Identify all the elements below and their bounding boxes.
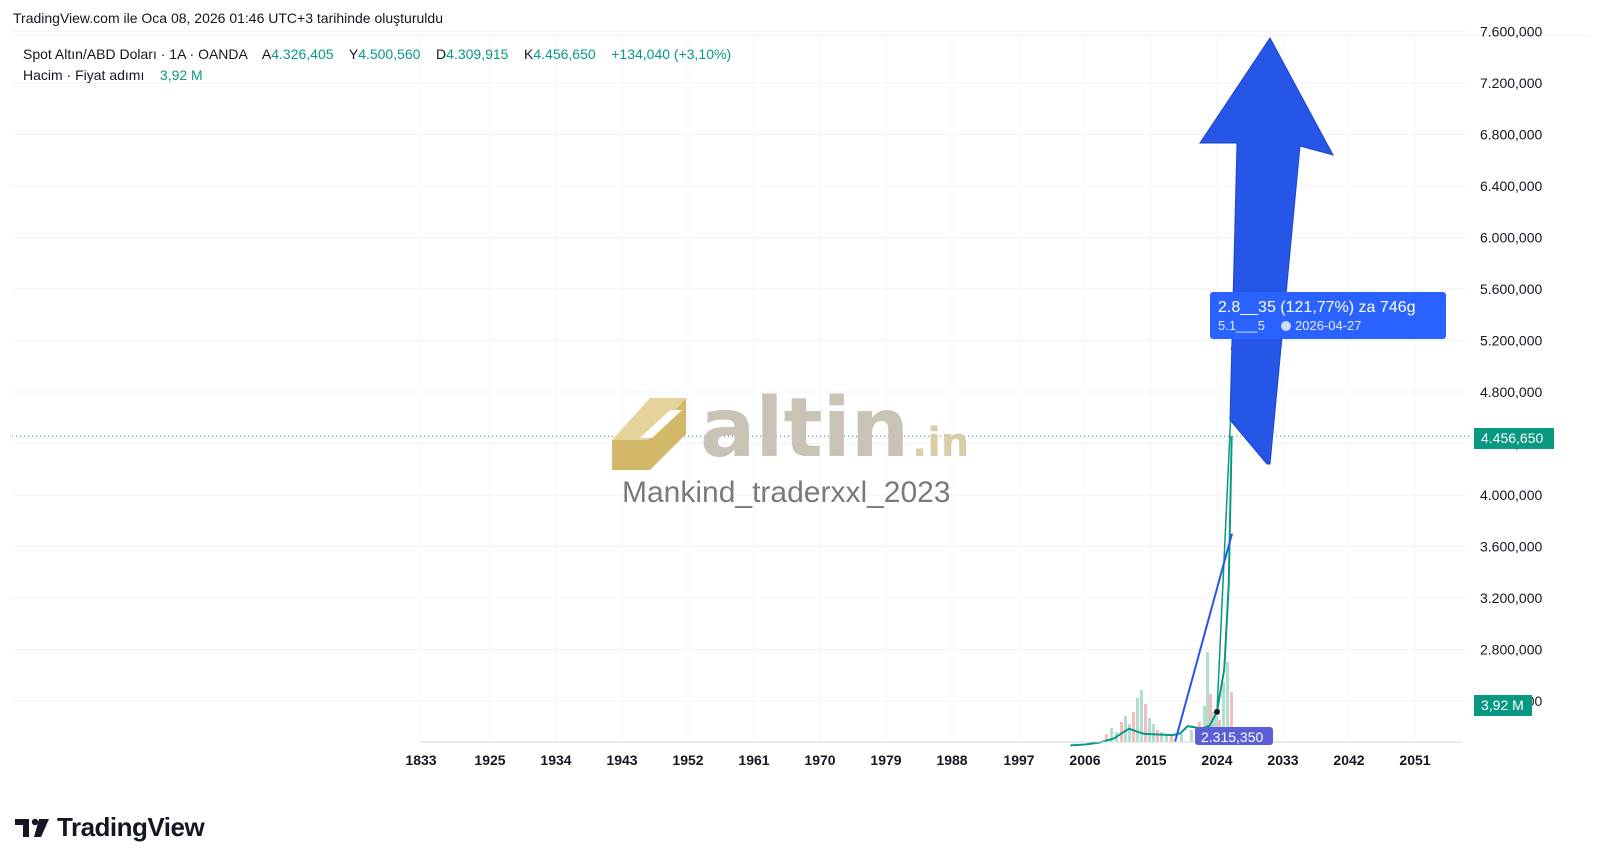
volume-bar bbox=[1230, 692, 1233, 742]
volume-bar bbox=[1156, 730, 1159, 742]
chart-frame bbox=[12, 35, 1590, 796]
volume-bar bbox=[1226, 662, 1229, 742]
tradingview-brand[interactable]: TradingView bbox=[15, 812, 205, 843]
tooltip-box bbox=[1210, 292, 1446, 339]
x-tick-label: 1925 bbox=[474, 752, 505, 768]
x-tick-label: 2033 bbox=[1267, 752, 1298, 768]
volume-label[interactable]: Hacim · Fiyat adımı bbox=[23, 67, 145, 83]
y-tick-label: 5.600,000 bbox=[1480, 281, 1542, 297]
watermark-author: Mankind_traderxxl_2023 bbox=[622, 476, 951, 509]
tooltip: 2.8__35 (121,77%) za 746g 5.1___5 2026-0… bbox=[1210, 292, 1446, 339]
grid-lines bbox=[12, 31, 1472, 742]
x-tick-label: 2015 bbox=[1135, 752, 1166, 768]
x-tick-label: 1934 bbox=[540, 752, 571, 768]
volume-tag: 3,92 M bbox=[1474, 695, 1532, 716]
x-tick-label: 1970 bbox=[804, 752, 835, 768]
brand-text: TradingView bbox=[57, 812, 205, 842]
price-tag-text: 4.456,650 bbox=[1481, 430, 1543, 446]
y-tick-label: 3.200,000 bbox=[1480, 590, 1542, 606]
volume-bar bbox=[1144, 704, 1147, 742]
y-tick-label: 7.600,000 bbox=[1480, 24, 1542, 40]
volume-bar bbox=[1120, 722, 1123, 742]
tradingview-logo-icon bbox=[15, 818, 49, 837]
volume-bar bbox=[1222, 682, 1225, 742]
volume-value: 3,92 M bbox=[159, 67, 203, 83]
volume-bar bbox=[1148, 718, 1151, 742]
volume-bar bbox=[1152, 724, 1155, 742]
price-series bbox=[1070, 345, 1237, 747]
volume-bar bbox=[1190, 730, 1193, 742]
altin-logo-icon bbox=[612, 398, 686, 470]
y-tick-label: 5.200,000 bbox=[1480, 333, 1542, 349]
volume-bar bbox=[1132, 712, 1135, 742]
y-tick-label: 4.000,000 bbox=[1480, 487, 1542, 503]
volume-bar bbox=[1128, 724, 1131, 742]
watermark: altin .in Mankind_traderxxl_2023 bbox=[612, 381, 969, 509]
y-tick-label: 3.600,000 bbox=[1480, 539, 1542, 555]
low-value: 4.309,915 bbox=[446, 46, 509, 62]
snapshot-caption: TradingView.com ile Oca 08, 2026 01:46 U… bbox=[13, 10, 443, 26]
high-value: 4.500,560 bbox=[358, 46, 421, 62]
x-tick-label: 1997 bbox=[1003, 752, 1034, 768]
high-prefix: Y bbox=[348, 46, 359, 62]
volume-tag-text: 3,92 M bbox=[1481, 697, 1524, 713]
legend: Spot Altın/ABD Doları · 1A · OANDA A4.32… bbox=[23, 44, 731, 86]
clock-icon bbox=[1281, 321, 1291, 331]
x-tick-label: 1988 bbox=[936, 752, 967, 768]
volume-bar bbox=[1160, 732, 1163, 742]
projection-arrow[interactable] bbox=[1199, 37, 1334, 465]
x-tick-label: 2006 bbox=[1069, 752, 1100, 768]
low-prefix: D bbox=[436, 46, 447, 62]
y-tick-label: 6.800,000 bbox=[1480, 127, 1542, 143]
volume-bar bbox=[1124, 716, 1127, 742]
price-tag: 4.456,650 bbox=[1474, 428, 1554, 449]
x-tick-label: 1961 bbox=[738, 752, 769, 768]
volume-bar bbox=[1203, 706, 1206, 742]
x-tick-label: 2051 bbox=[1399, 752, 1430, 768]
y-tick-label: 4.800,000 bbox=[1480, 384, 1542, 400]
y-tick-label: 2.800,000 bbox=[1480, 642, 1542, 658]
volume-bar bbox=[1140, 690, 1143, 742]
tooltip-line1: 2.8__35 (121,77%) za 746g bbox=[1218, 299, 1415, 316]
x-tick-label: 1943 bbox=[606, 752, 637, 768]
legend-row-volume: Hacim · Fiyat adımı 3,92 M bbox=[23, 65, 731, 86]
volume-bar bbox=[1105, 734, 1108, 742]
volume-bar bbox=[1206, 652, 1209, 742]
y-tick-label: 6.000,000 bbox=[1480, 230, 1542, 246]
watermark-logo-text: altin bbox=[700, 381, 909, 476]
tooltip-date: 2026-04-27 bbox=[1295, 318, 1362, 333]
open-prefix: A bbox=[261, 46, 272, 62]
projection-start-point bbox=[1214, 708, 1220, 715]
symbol-label[interactable]: Spot Altın/ABD Doları · 1A · OANDA bbox=[23, 46, 248, 62]
x-tick-label: 1833 bbox=[405, 752, 436, 768]
x-tick-label: 2024 bbox=[1201, 752, 1232, 768]
legend-row-ohlc: Spot Altın/ABD Doları · 1A · OANDA A4.32… bbox=[23, 44, 731, 65]
tooltip-line2: 5.1___5 bbox=[1218, 318, 1265, 333]
volume-bar bbox=[1209, 694, 1212, 742]
x-tick-label: 2042 bbox=[1333, 752, 1364, 768]
x-tick-label: 1979 bbox=[870, 752, 901, 768]
bottom-tag: 2.315,350 bbox=[1195, 727, 1273, 745]
change-value: +134,040 (+3,10%) bbox=[611, 46, 732, 62]
volume-bar bbox=[1110, 728, 1113, 742]
y-tick-label: 7.200,000 bbox=[1480, 75, 1542, 91]
trend-line bbox=[1174, 533, 1233, 743]
axes: 7.600,000 7.200,000 6.800,000 6.400,000 6.00… bbox=[405, 24, 1542, 769]
close-value: 4.456,650 bbox=[533, 46, 596, 62]
volume-bar bbox=[1136, 698, 1139, 742]
bottom-tag-text: 2.315,350 bbox=[1201, 729, 1263, 745]
watermark-logo-suffix: .in bbox=[912, 420, 969, 466]
open-value: 4.326,405 bbox=[271, 46, 334, 62]
y-tick-label: 6.400,000 bbox=[1480, 178, 1542, 194]
volume-bar bbox=[1170, 736, 1173, 742]
up-arrow-icon[interactable] bbox=[1199, 37, 1334, 465]
volume-bar bbox=[1165, 734, 1168, 742]
x-tick-label: 1952 bbox=[672, 752, 703, 768]
close-prefix: K bbox=[524, 46, 534, 62]
volume-bar bbox=[1180, 734, 1183, 742]
